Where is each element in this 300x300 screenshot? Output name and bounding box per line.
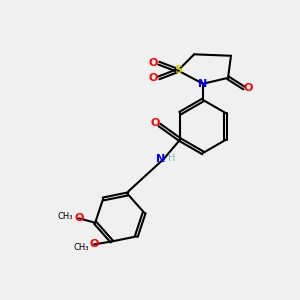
Text: CH₃: CH₃ [74, 243, 89, 252]
Text: O: O [149, 58, 158, 68]
Text: S: S [174, 65, 182, 76]
Text: O: O [74, 213, 84, 223]
Text: O: O [243, 83, 252, 93]
Text: H: H [167, 153, 175, 163]
Text: N: N [198, 79, 208, 89]
Text: O: O [149, 73, 158, 83]
Text: O: O [89, 239, 99, 249]
Text: CH₃: CH₃ [58, 212, 74, 221]
Text: N: N [156, 154, 165, 164]
Text: O: O [150, 118, 160, 128]
